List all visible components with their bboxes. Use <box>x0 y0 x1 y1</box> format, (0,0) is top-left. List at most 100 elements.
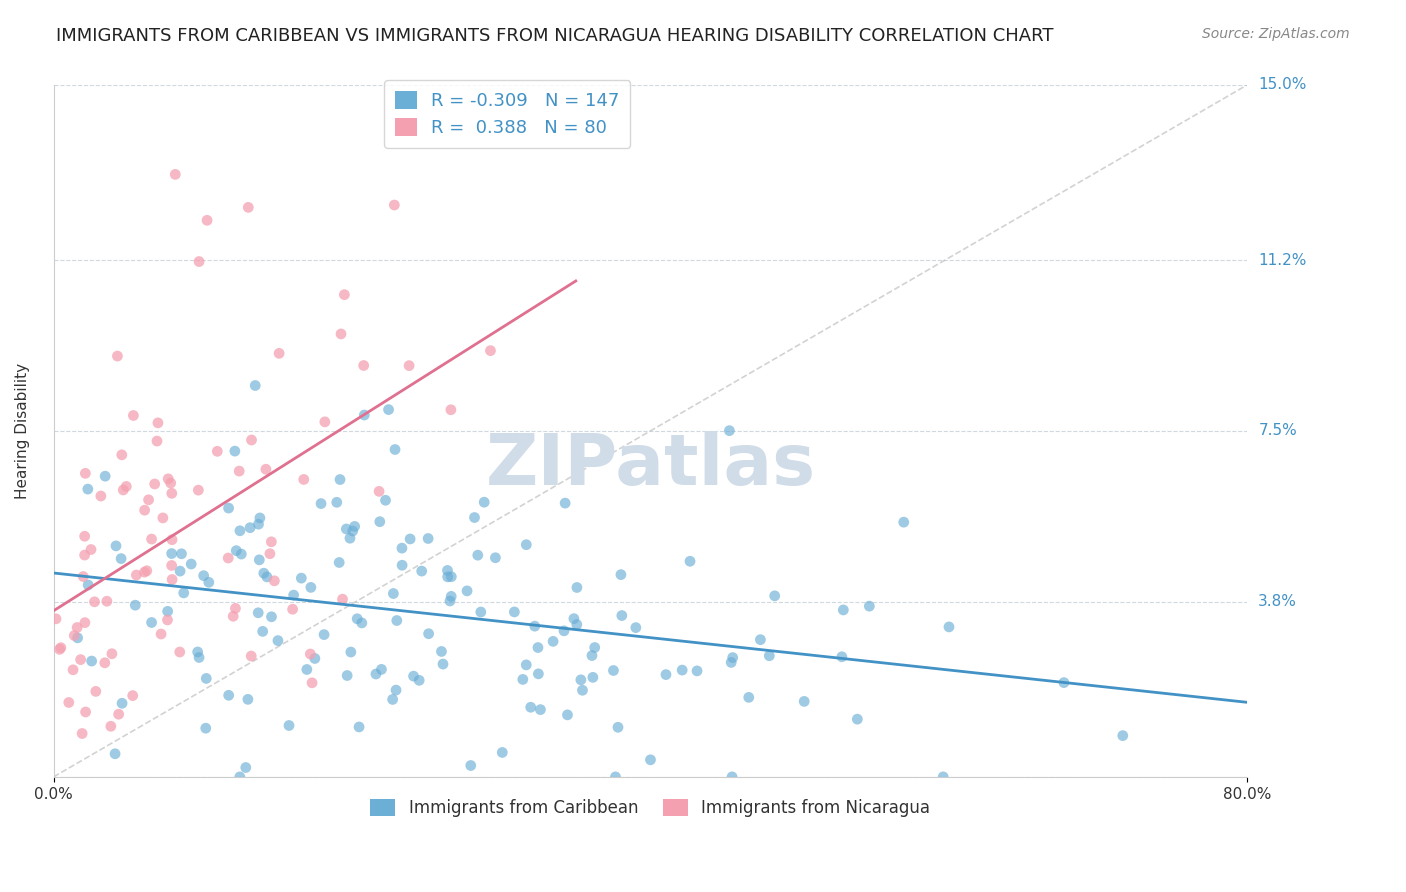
Point <box>66 621 89 635</box>
Point <box>470 605 492 619</box>
Point <box>238 200 260 214</box>
Point <box>188 254 211 268</box>
Point <box>686 664 709 678</box>
Point <box>384 442 406 457</box>
Point <box>602 664 624 678</box>
Point <box>385 614 408 628</box>
Point <box>228 464 250 478</box>
Point <box>160 486 183 500</box>
Point <box>269 346 291 360</box>
Point <box>640 753 662 767</box>
Point <box>156 613 179 627</box>
Point <box>309 497 332 511</box>
Point <box>80 542 103 557</box>
Point <box>440 570 463 584</box>
Point <box>146 434 169 448</box>
Point <box>832 603 855 617</box>
Point <box>252 624 274 639</box>
Point <box>150 627 173 641</box>
Point <box>582 670 605 684</box>
Point <box>58 696 80 710</box>
Point <box>231 547 253 561</box>
Text: 11.2%: 11.2% <box>1258 252 1306 268</box>
Point <box>385 683 408 698</box>
Point <box>170 547 193 561</box>
Point <box>893 515 915 529</box>
Point <box>105 539 128 553</box>
Text: 7.5%: 7.5% <box>1258 424 1296 438</box>
Point <box>330 326 353 341</box>
Point <box>94 469 117 483</box>
Point <box>831 649 853 664</box>
Point <box>73 529 96 543</box>
Point <box>718 424 741 438</box>
Point <box>254 462 277 476</box>
Point <box>557 707 579 722</box>
Point <box>222 609 245 624</box>
Point <box>472 495 495 509</box>
Point <box>467 548 489 562</box>
Point <box>515 657 537 672</box>
Point <box>256 570 278 584</box>
Point <box>73 548 96 562</box>
Point <box>62 663 84 677</box>
Text: 15.0%: 15.0% <box>1258 78 1306 93</box>
Point <box>115 479 138 493</box>
Point <box>122 409 145 423</box>
Point <box>75 467 97 481</box>
Point <box>218 501 240 516</box>
Point <box>512 673 534 687</box>
Point <box>169 645 191 659</box>
Point <box>336 668 359 682</box>
Point <box>655 667 678 681</box>
Point <box>188 650 211 665</box>
Point <box>335 522 357 536</box>
Point <box>77 578 100 592</box>
Point <box>569 673 592 687</box>
Point <box>353 359 375 373</box>
Point <box>195 213 218 227</box>
Point <box>440 590 463 604</box>
Text: IMMIGRANTS FROM CARIBBEAN VS IMMIGRANTS FROM NICARAGUA HEARING DISABILITY CORREL: IMMIGRANTS FROM CARIBBEAN VS IMMIGRANTS … <box>56 27 1053 45</box>
Point <box>364 667 387 681</box>
Point <box>75 705 97 719</box>
Point <box>846 712 869 726</box>
Point <box>245 378 267 392</box>
Point <box>70 726 93 740</box>
Point <box>157 472 180 486</box>
Point <box>339 531 361 545</box>
Point <box>749 632 772 647</box>
Point <box>377 402 399 417</box>
Point <box>432 657 454 671</box>
Point <box>391 541 413 556</box>
Point <box>610 567 633 582</box>
Point <box>76 482 98 496</box>
Point <box>1112 729 1135 743</box>
Point <box>299 581 322 595</box>
Point <box>382 198 405 212</box>
Point <box>90 489 112 503</box>
Point <box>605 770 627 784</box>
Point <box>295 663 318 677</box>
Point <box>301 675 323 690</box>
Point <box>738 690 761 705</box>
Point <box>519 700 541 714</box>
Point <box>84 684 107 698</box>
Y-axis label: Hearing Disability: Hearing Disability <box>15 363 30 499</box>
Point <box>721 650 744 665</box>
Point <box>402 669 425 683</box>
Point <box>218 688 240 702</box>
Point <box>249 511 271 525</box>
Point <box>391 558 413 573</box>
Point <box>229 770 252 784</box>
Point <box>370 662 392 676</box>
Point <box>368 515 391 529</box>
Point <box>104 747 127 761</box>
Point <box>541 634 564 648</box>
Point <box>160 547 183 561</box>
Point <box>353 408 375 422</box>
Point <box>134 565 156 579</box>
Point <box>247 517 270 532</box>
Point <box>283 588 305 602</box>
Point <box>169 564 191 578</box>
